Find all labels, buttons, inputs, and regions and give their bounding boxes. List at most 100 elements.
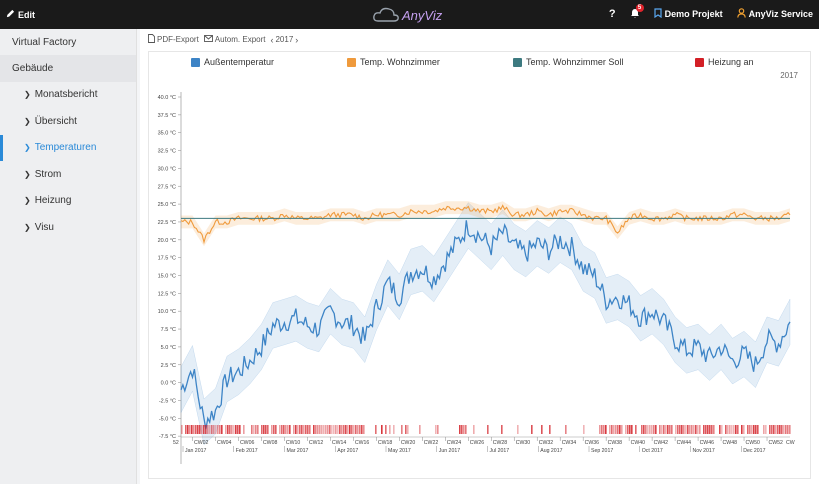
heating-on-mark	[465, 425, 467, 434]
heating-on-mark	[221, 425, 223, 434]
y-tick-label: 17.5 °C	[158, 256, 176, 262]
legend-item-heating[interactable]: Heizung an	[695, 57, 754, 67]
heating-on-mark	[679, 425, 681, 434]
heating-on-mark	[375, 425, 377, 434]
pdf-export-label: PDF-Export	[157, 35, 199, 44]
heating-on-mark	[609, 425, 611, 434]
service-user-button[interactable]: AnyViz Service	[736, 8, 813, 20]
month-label: Jun 2017	[439, 448, 460, 454]
week-label: CW34	[562, 440, 577, 446]
logo-text: AnyViz	[401, 8, 443, 23]
heating-on-mark	[631, 425, 633, 434]
heating-on-mark	[617, 425, 619, 434]
heating-on-mark	[603, 425, 605, 434]
heating-on-mark	[265, 425, 267, 434]
heating-on-mark	[435, 425, 437, 434]
edit-button[interactable]: Edit	[6, 9, 35, 20]
year-label: 2017	[275, 35, 294, 44]
heating-on-mark	[313, 425, 315, 434]
heating-on-mark	[691, 425, 693, 434]
heating-on-mark	[181, 425, 183, 434]
heating-on-mark	[347, 425, 349, 434]
chevron-right-icon: ❯	[24, 90, 31, 100]
week-label: CW28	[493, 440, 508, 446]
heating-on-mark	[699, 425, 701, 434]
heating-on-mark	[185, 425, 187, 434]
anyviz-logo[interactable]: AnyViz	[372, 4, 452, 26]
heating-on-mark	[703, 425, 705, 434]
heating-on-mark	[381, 425, 383, 434]
week-label: CW04	[217, 440, 232, 446]
sidebar-item-uebersicht[interactable]: ❯ Übersicht	[0, 108, 136, 135]
heating-on-mark	[735, 425, 737, 434]
y-tick-label: 27.5 °C	[158, 184, 176, 190]
heating-on-mark	[661, 425, 663, 434]
sidebar-item-label: Heizung	[34, 195, 72, 207]
legend-label: Außentemperatur	[204, 57, 275, 67]
legend-item-living[interactable]: Temp. Wohnzimmer	[347, 57, 440, 67]
heating-on-mark	[763, 425, 765, 434]
y-tick-label: 25.0 °C	[158, 202, 176, 208]
y-tick-label: 35.0 °C	[158, 131, 176, 137]
sidebar-item-virtual-factory[interactable]: Virtual Factory	[0, 29, 136, 55]
heating-on-mark	[615, 425, 617, 434]
heating-on-mark	[309, 425, 311, 434]
year-selector: ‹ 2017 ›	[270, 35, 298, 45]
heating-on-mark	[257, 425, 259, 434]
heating-on-mark	[659, 425, 661, 434]
heating-on-mark	[709, 425, 711, 434]
sidebar-item-visu[interactable]: ❯ Visu	[0, 214, 136, 241]
chart-toolbar: PDF-Export Autom. Export ‹ 2017 ›	[148, 34, 298, 45]
heating-on-mark	[333, 425, 335, 434]
heating-on-mark	[191, 425, 193, 434]
heating-on-mark	[213, 425, 215, 434]
heating-on-mark	[207, 425, 209, 434]
heating-on-mark	[303, 425, 305, 434]
y-tick-label: 32.5 °C	[158, 149, 176, 155]
sidebar-item-heizung[interactable]: ❯ Heizung	[0, 188, 136, 215]
sidebar-item-temperaturen[interactable]: ❯ Temperaturen	[0, 134, 136, 161]
sidebar-item-gebaeude[interactable]: Gebäude	[0, 55, 136, 82]
sidebar-item-strom[interactable]: ❯ Strom	[0, 161, 136, 188]
chevron-right-icon[interactable]: ›	[295, 34, 299, 45]
pdf-export-button[interactable]: PDF-Export	[148, 34, 199, 45]
heating-on-mark	[693, 425, 695, 434]
legend-label: Temp. Wohnzimmer Soll	[526, 57, 624, 67]
chevron-left-icon[interactable]: ‹	[270, 34, 274, 45]
legend-swatch	[695, 57, 704, 67]
auto-export-label: Autom. Export	[214, 35, 266, 44]
heating-on-mark	[749, 425, 751, 434]
heating-on-mark	[217, 425, 219, 434]
week-label: CW46	[700, 440, 715, 446]
heating-on-mark	[783, 425, 785, 434]
heating-on-mark	[279, 425, 281, 434]
legend-item-outside[interactable]: Außentemperatur	[191, 57, 274, 67]
week-label: CW18	[378, 440, 393, 446]
month-label: Aug 2017	[540, 448, 562, 454]
sidebar-item-monatsbericht[interactable]: ❯ Monatsbericht	[0, 82, 136, 109]
heating-on-mark	[289, 425, 291, 434]
heating-on-mark	[199, 425, 201, 434]
y-tick-label: 7.5 °C	[161, 327, 176, 333]
user-icon	[736, 8, 746, 20]
auto-export-button[interactable]: Autom. Export	[203, 35, 266, 44]
heating-on-mark	[237, 425, 239, 434]
heating-on-mark	[393, 425, 395, 434]
heating-on-mark	[321, 425, 323, 434]
pencil-icon	[6, 9, 15, 20]
help-button[interactable]: ?	[609, 8, 616, 20]
heating-on-mark	[671, 425, 673, 434]
heating-on-mark	[643, 425, 645, 434]
demo-project-button[interactable]: Demo Projekt	[653, 8, 723, 20]
heating-on-mark	[363, 425, 365, 434]
heating-on-mark	[713, 425, 715, 434]
heating-on-mark	[541, 425, 543, 434]
notifications-button[interactable]: 5	[630, 4, 644, 20]
legend-item-setpoint[interactable]: Temp. Wohnzimmer Soll	[513, 57, 623, 67]
week-label: CW24	[447, 440, 462, 446]
sidebar-item-label: Temperaturen	[34, 142, 97, 154]
heating-on-mark	[271, 425, 273, 434]
heating-on-mark	[253, 425, 255, 434]
heating-on-mark	[681, 425, 683, 434]
week-label: CW08	[263, 440, 278, 446]
